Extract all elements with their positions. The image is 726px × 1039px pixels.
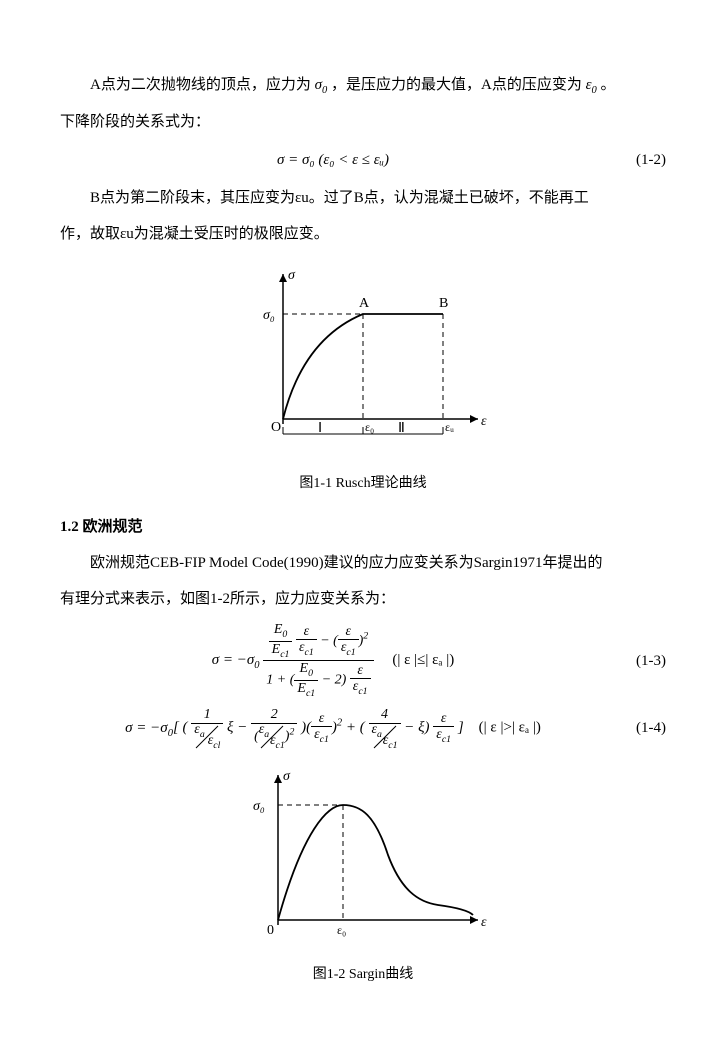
p1-t1: A点为二次抛物线的顶点，应力为 (90, 77, 311, 93)
fig1-B: B (439, 296, 448, 311)
eq13-cond: (| ε |≤| εₐ |) (392, 652, 454, 668)
fig1-II: Ⅱ (398, 421, 405, 436)
eq14-body: σ = −σ0[ ( 1 εaεcl ξ − 2 (εaεc1)2 )(εεc1… (60, 707, 606, 749)
fig1-I: Ⅰ (318, 421, 322, 436)
eq13-num: (1-3) (606, 646, 666, 676)
eq12-body: σ = σ₀ (ε₀ < ε ≤ εᵤ) (60, 145, 606, 175)
sigma0-sym: σ0 (315, 77, 328, 93)
fig1-eu: εᵤ (445, 420, 454, 434)
paragraph-2: 下降阶段的关系式为： (60, 107, 666, 137)
p1-t2: ，是压应力的最大值，A点的压应变为 (331, 77, 582, 93)
fig2-ylabel: σ (283, 769, 291, 784)
paragraph-4: 作，故取εu为混凝土受压时的极限应变。 (60, 219, 666, 249)
fig2-e0: ε₀ (337, 923, 346, 937)
equation-1-2: σ = σ₀ (ε₀ < ε ≤ εᵤ) (1-2) (60, 145, 666, 175)
fig2-O: 0 (267, 923, 274, 938)
fig1-sigma0: σ₀ (263, 308, 275, 323)
paragraph-6: 有理分式来表示，如图1-2所示，应力应变关系为： (60, 584, 666, 614)
eq14-num: (1-4) (606, 713, 666, 743)
fig1-xlabel: ε (481, 414, 487, 429)
sargin-curve-svg: σ ε σ₀ 0 ε₀ (233, 760, 493, 950)
paragraph-3: B点为第二阶段末，其压应变为εu。过了B点，认为混凝土已破坏，不能再工 (60, 183, 666, 213)
rusch-curve-svg: σ ε σ₀ A B O Ⅰ Ⅱ ε₀ εᵤ (233, 259, 493, 459)
fig2-caption: 图1-2 Sargin曲线 (60, 961, 666, 989)
fig1-A: A (359, 296, 370, 311)
eps0-sym: ε0 (586, 77, 597, 93)
equation-1-3: σ = −σ0 E0Ec1 εεc1 − (εεc1)2 1 + (E0Ec1 … (60, 622, 666, 699)
eq14-cond: (| ε |>| εₐ |) (479, 720, 541, 736)
p1-t3: 。 (601, 77, 616, 93)
fig1-O: O (271, 420, 281, 435)
eq13-body: σ = −σ0 E0Ec1 εεc1 − (εεc1)2 1 + (E0Ec1 … (60, 622, 606, 699)
paragraph-1: A点为二次抛物线的顶点，应力为 σ0 ，是压应力的最大值，A点的压应变为 ε0 … (60, 70, 666, 101)
section-1-2-title: 1.2 欧洲规范 (60, 512, 666, 542)
fig2-sigma0: σ₀ (253, 799, 265, 814)
paragraph-5: 欧洲规范CEB-FIP Model Code(1990)建议的应力应变关系为Sa… (60, 548, 666, 578)
fig1-e0: ε₀ (365, 420, 374, 434)
figure-1-1: σ ε σ₀ A B O Ⅰ Ⅱ ε₀ εᵤ 图1-1 Rusch理论曲线 (60, 259, 666, 498)
equation-1-4: σ = −σ0[ ( 1 εaεcl ξ − 2 (εaεc1)2 )(εεc1… (60, 707, 666, 749)
fig2-xlabel: ε (481, 915, 487, 930)
figure-1-2: σ ε σ₀ 0 ε₀ 图1-2 Sargin曲线 (60, 760, 666, 989)
fig1-caption: 图1-1 Rusch理论曲线 (60, 470, 666, 498)
eq12-num: (1-2) (606, 145, 666, 175)
fig1-ylabel: σ (288, 268, 296, 283)
